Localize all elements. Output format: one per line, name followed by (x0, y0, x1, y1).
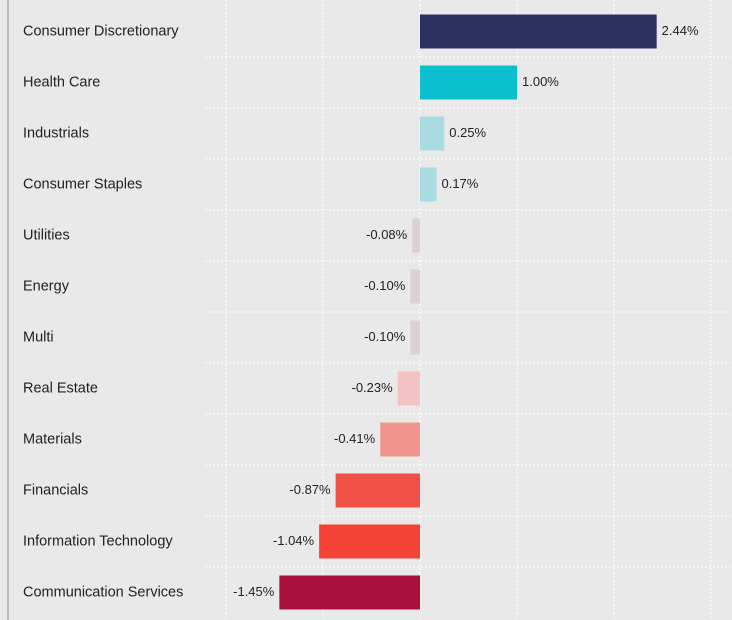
value-label: -0.41% (334, 431, 376, 446)
category-label: Energy (23, 278, 70, 294)
category-label: Industrials (23, 125, 89, 141)
bar (420, 167, 437, 202)
bar (420, 14, 657, 49)
category-label: Health Care (23, 74, 100, 90)
value-label: 0.25% (449, 125, 486, 140)
bar (279, 575, 420, 610)
value-label: -0.87% (289, 482, 331, 497)
value-label: -0.10% (364, 278, 406, 293)
category-label: Consumer Discretionary (23, 23, 179, 39)
value-label: -1.45% (233, 584, 275, 599)
category-label: Multi (23, 329, 54, 345)
category-label: Utilities (23, 227, 70, 243)
value-label: 0.17% (441, 176, 478, 191)
category-label: Financials (23, 482, 88, 498)
bar (420, 65, 517, 100)
value-label: -0.08% (366, 227, 408, 242)
bar (319, 524, 420, 559)
bar (335, 473, 420, 508)
value-label: -1.04% (273, 533, 315, 548)
bar (410, 320, 420, 355)
value-label: -0.10% (364, 329, 406, 344)
category-label: Information Technology (23, 533, 173, 549)
value-label: -0.23% (351, 380, 393, 395)
bar (397, 371, 420, 406)
bar (412, 218, 420, 253)
value-label: 2.44% (662, 23, 699, 38)
category-label: Real Estate (23, 380, 98, 396)
category-label: Communication Services (23, 584, 183, 600)
bar (420, 116, 445, 151)
bar (380, 422, 420, 457)
value-label: 1.00% (522, 74, 559, 89)
category-label: Consumer Staples (23, 176, 142, 192)
bar (410, 269, 420, 304)
category-label: Materials (23, 431, 82, 447)
